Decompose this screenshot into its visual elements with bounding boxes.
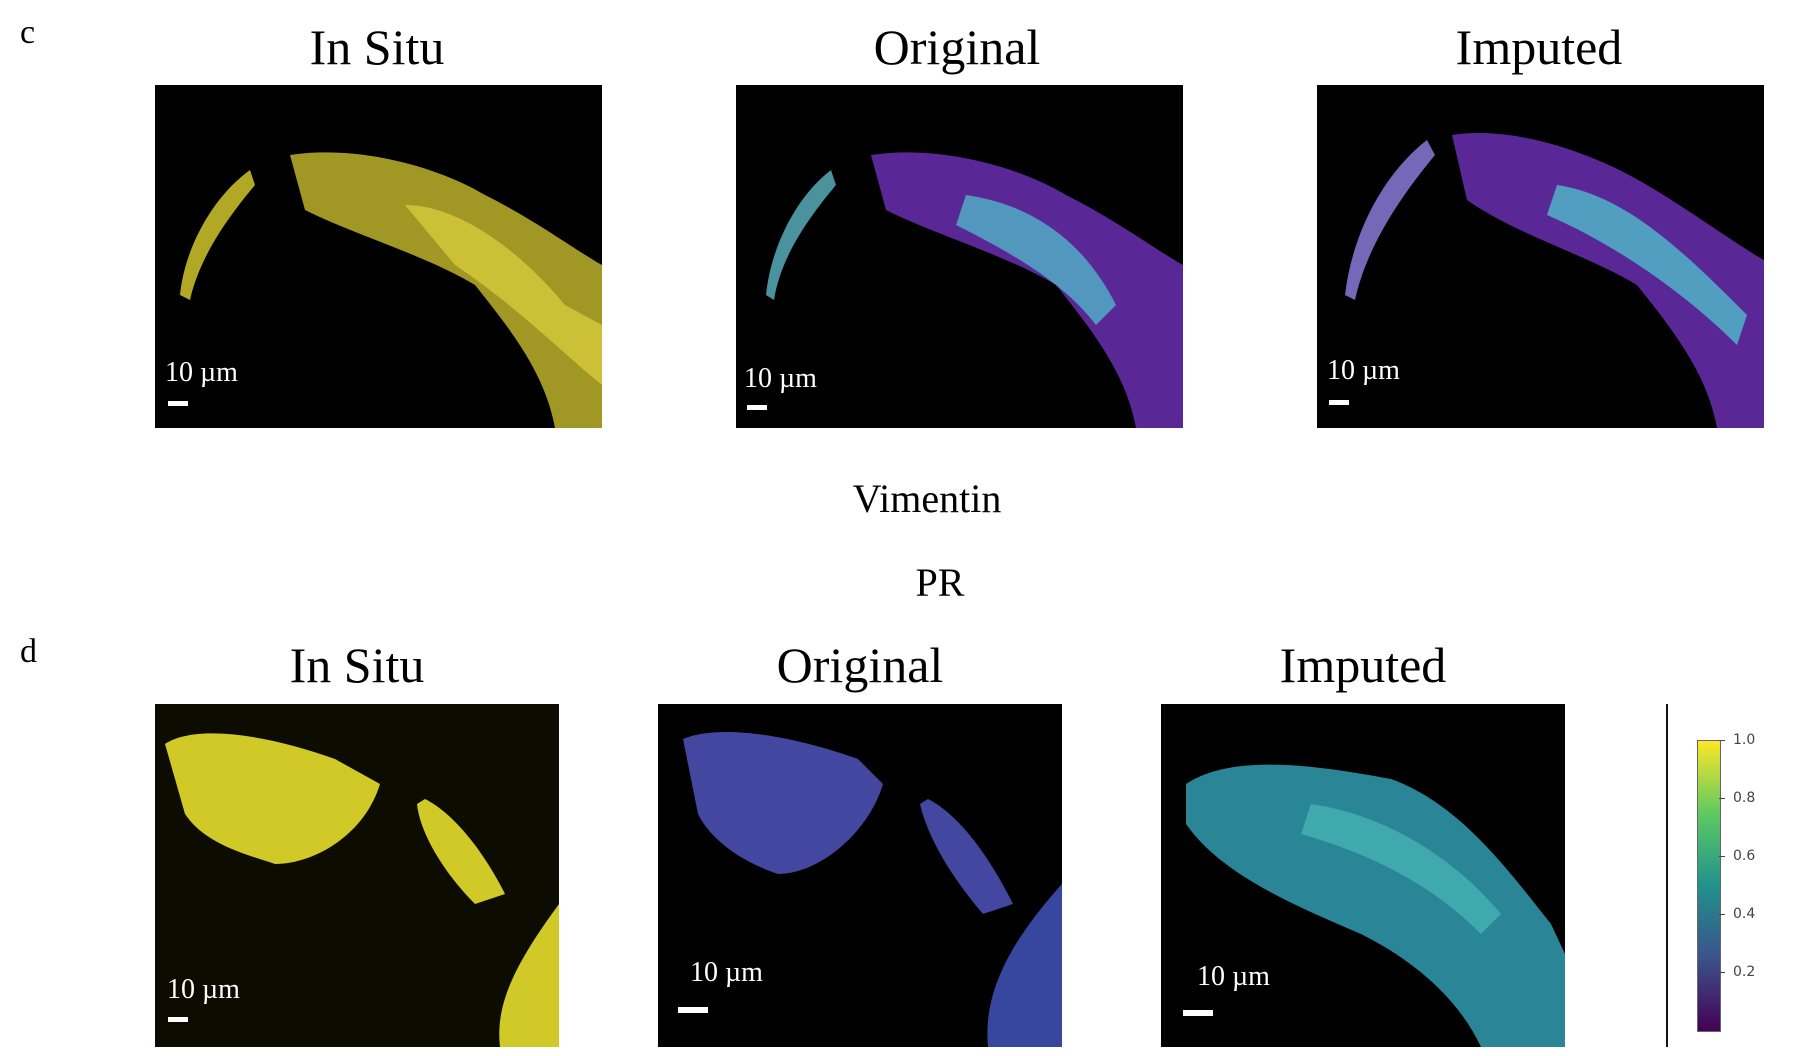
colorbar-tick-0.6 [1719, 856, 1725, 857]
colorbar-tick-1.0 [1719, 740, 1725, 741]
colorbar-gradient [1697, 740, 1721, 1032]
scale-bar-c-imputed [1329, 400, 1349, 405]
scale-bar-d-imputed [1183, 1010, 1213, 1016]
image-c-in-situ: 10 µm [155, 85, 602, 428]
scale-bar-d-in-situ [168, 1017, 188, 1022]
divider-line [1666, 704, 1668, 1047]
colorbar-label-0.4: 0.4 [1733, 906, 1756, 922]
colorbar-label-0.6: 0.6 [1733, 848, 1756, 864]
scale-label-c-in-situ: 10 µm [165, 357, 238, 388]
scale-label-c-imputed: 10 µm [1327, 355, 1400, 386]
image-d-in-situ: 10 µm [155, 704, 559, 1047]
title-d-in-situ: In Situ [289, 637, 425, 693]
panel-letter-c: c [20, 14, 36, 51]
title-d-imputed: Imputed [1279, 637, 1447, 693]
scale-bar-d-original [678, 1007, 708, 1013]
image-d-imputed: 10 µm [1161, 704, 1565, 1047]
caption-pr: PR [915, 560, 965, 605]
caption-vimentin: Vimentin [852, 476, 1002, 521]
panel-letter-d: d [20, 633, 37, 670]
scale-label-c-original: 10 µm [744, 363, 817, 394]
title-c-in-situ: In Situ [309, 19, 445, 75]
colorbar-tick-0.8 [1719, 798, 1725, 799]
title-c-imputed: Imputed [1455, 19, 1623, 75]
scale-label-d-in-situ: 10 µm [167, 974, 240, 1005]
scale-bar-c-original [747, 405, 767, 410]
colorbar-tick-0.2 [1719, 972, 1725, 973]
colorbar-label-0.2: 0.2 [1733, 964, 1756, 980]
title-d-original: Original [776, 637, 944, 693]
image-c-original: 10 µm [736, 85, 1183, 428]
image-d-original: 10 µm [658, 704, 1062, 1047]
image-c-imputed: 10 µm [1317, 85, 1764, 428]
scale-label-d-original: 10 µm [690, 957, 763, 988]
colorbar-label-1.0: 1.0 [1733, 732, 1756, 748]
colorbar-tick-0.4 [1719, 914, 1725, 915]
scale-label-d-imputed: 10 µm [1197, 961, 1270, 992]
colorbar-label-0.8: 0.8 [1733, 790, 1756, 806]
title-c-original: Original [873, 19, 1041, 75]
scale-bar-c-in-situ [168, 401, 188, 406]
